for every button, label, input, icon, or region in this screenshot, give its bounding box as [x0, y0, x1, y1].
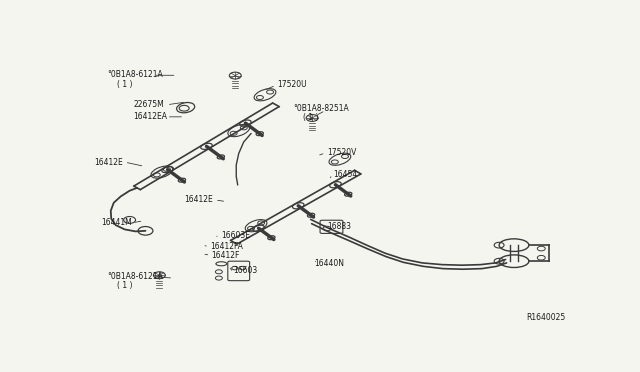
Text: ( 1 ): ( 1 ) [117, 80, 132, 89]
Text: 16441M: 16441M [101, 218, 132, 227]
Text: 16603: 16603 [233, 266, 257, 275]
Text: 16412E: 16412E [94, 158, 123, 167]
Text: 16883: 16883 [327, 222, 351, 231]
Text: 16412E: 16412E [184, 195, 213, 204]
Text: °0B1A8-8251A: °0B1A8-8251A [293, 104, 349, 113]
Text: ( 1 ): ( 1 ) [303, 113, 319, 122]
Text: ( 1 ): ( 1 ) [117, 281, 132, 290]
Text: °0B1A8-6121A: °0B1A8-6121A [108, 70, 163, 79]
Text: 16412F: 16412F [211, 251, 240, 260]
Text: 17520V: 17520V [327, 148, 356, 157]
Text: 16454: 16454 [333, 170, 357, 179]
Text: 22675M: 22675M [134, 100, 164, 109]
FancyBboxPatch shape [320, 220, 343, 233]
Text: °0B1A8-6121A: °0B1A8-6121A [108, 272, 163, 280]
Text: 16412FA: 16412FA [210, 242, 243, 251]
Text: 16440N: 16440N [314, 259, 344, 268]
Text: 16603E: 16603E [221, 231, 250, 240]
Text: R1640025: R1640025 [526, 314, 565, 323]
Text: 16412EA: 16412EA [134, 112, 168, 121]
Text: 17520U: 17520U [277, 80, 307, 89]
FancyBboxPatch shape [228, 261, 250, 280]
